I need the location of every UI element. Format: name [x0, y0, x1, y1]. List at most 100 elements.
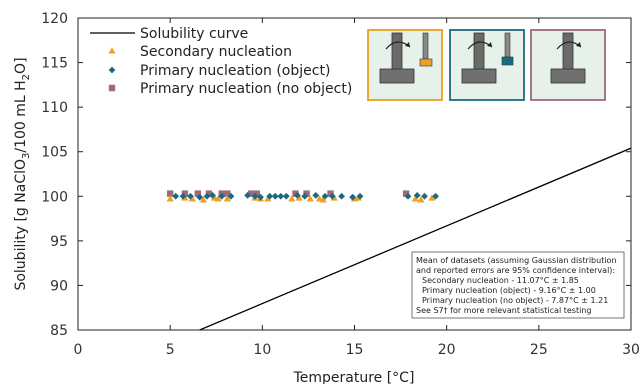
primary-no-object-point	[181, 190, 189, 197]
stirrer-base-icon	[461, 68, 497, 84]
x-tick-label: 10	[253, 342, 271, 358]
y-tick-label: 110	[41, 100, 68, 116]
primary-object-point	[282, 192, 290, 200]
rotation-arrowhead-icon	[487, 42, 492, 47]
primary-object-point	[338, 192, 345, 200]
x-tick-label: 30	[622, 342, 640, 358]
statistics-note: Mean of datasets (assuming Gaussian dist…	[411, 251, 625, 319]
solubility-curve-layer	[199, 147, 631, 330]
statistics-note-box	[411, 251, 625, 319]
legend-marker-primary-object	[108, 66, 116, 74]
axis-ticks: 0 5 10 15 20 25 30 85 90 95 100 105 110 115 120	[41, 11, 640, 358]
probe-icon	[422, 32, 429, 60]
primary-object-point	[257, 193, 264, 201]
legend-label-secondary-nucleation: Secondary nucleation	[140, 44, 292, 60]
y-axis-label-prefix: Solubility [g NaClO	[13, 159, 29, 291]
object-icon	[419, 58, 433, 67]
legend: Solubility curve Secondary nucleation Pr…	[90, 26, 352, 97]
y-tick-label: 85	[50, 323, 68, 339]
primary-object-point	[196, 193, 204, 201]
primary-object-point	[266, 192, 274, 200]
x-tick-label: 0	[74, 342, 83, 358]
secondary-nucleation-point	[319, 196, 327, 203]
primary-no-object-point	[224, 190, 231, 197]
primary-no-object-point	[166, 190, 174, 197]
y-axis-label-suffix: O]	[13, 57, 29, 73]
primary-object-point	[328, 192, 336, 200]
x-tick-label: 25	[530, 342, 548, 358]
primary-no-object-point	[194, 190, 202, 197]
primary-object-point	[404, 192, 412, 200]
primary-object-point	[432, 192, 440, 200]
legend-label-primary-object: Primary nucleation (object)	[140, 63, 330, 79]
legend-label-primary-no-object: Primary nucleation (no object)	[140, 81, 352, 97]
probe-icon	[504, 32, 511, 58]
primary-object-point	[356, 192, 364, 200]
legend-markers	[108, 47, 116, 92]
primary-object-point	[277, 192, 285, 200]
primary-no-object-point	[402, 190, 410, 197]
primary-object-point	[413, 191, 421, 199]
object-icon	[501, 56, 514, 66]
primary-object-point	[179, 192, 187, 200]
primary-no-object-point	[292, 190, 299, 197]
primary-object-point	[349, 193, 357, 201]
primary-no-object-point	[253, 190, 261, 197]
y-tick-label: 115	[41, 56, 68, 72]
x-axis-label: Temperature [°C]	[293, 370, 415, 384]
note-line-2: and reported errors are 95% confidence i…	[416, 266, 615, 275]
note-line-6: See S7† for more relevant statistical te…	[416, 306, 591, 315]
legend-marker-primary-no-object	[108, 84, 116, 92]
primary-object-point	[209, 191, 216, 199]
primary-object-point	[421, 192, 428, 200]
primary-object-point	[251, 192, 259, 200]
secondary-nucleation-point	[288, 195, 296, 202]
primary-object-point	[187, 192, 194, 200]
plot-frame	[77, 17, 632, 331]
inset-setup-primary-object	[449, 29, 525, 101]
note-line-5: Primary nucleation (no object) - 7.87°C …	[422, 296, 608, 305]
y-tick-label: 105	[41, 145, 68, 161]
primary-no-object-point	[248, 190, 255, 197]
primary-object-point	[271, 192, 279, 200]
legend-label-solubility-curve: Solubility curve	[140, 26, 248, 42]
primary-object-point	[312, 191, 320, 199]
primary-object-point	[172, 192, 180, 200]
note-line-3: Secondary nucleation - 11.07°C ± 1.85	[422, 276, 579, 285]
inset-setup-primary-no-object	[530, 29, 606, 101]
x-tick-label: 5	[166, 342, 175, 358]
y-tick-label: 90	[50, 278, 68, 294]
primary-object-point	[244, 191, 251, 199]
secondary-nucleation-point	[306, 195, 314, 202]
y-tick-label: 120	[41, 11, 68, 27]
y-tick-label: 100	[41, 189, 68, 205]
rotation-arrowhead-icon	[576, 42, 581, 47]
note-line-1: Mean of datasets (assuming Gaussian dist…	[416, 256, 617, 265]
stirrer-base-icon	[379, 68, 415, 84]
secondary-nucleation-point	[199, 196, 207, 203]
stirrer-base-icon	[550, 68, 586, 84]
y-axis-label-sub1: 3	[21, 153, 32, 159]
x-tick-label: 20	[438, 342, 456, 358]
y-axis-label-mid: /100 mL H	[13, 80, 29, 152]
primary-object-point	[218, 192, 226, 200]
secondary-nucleation-point	[411, 195, 419, 202]
x-tick-label: 15	[346, 342, 364, 358]
secondary-nucleation-point	[264, 195, 272, 202]
legend-marker-secondary-nucleation	[108, 47, 116, 54]
primary-object-point	[321, 192, 329, 200]
y-axis-label: Solubility [g NaClO3/100 mL H2O]	[13, 57, 32, 290]
primary-object-point	[227, 192, 235, 200]
secondary-nucleation-point	[428, 194, 436, 201]
primary-no-object-point	[327, 190, 334, 197]
secondary-nucleation-point	[223, 195, 231, 202]
secondary-nucleation-point	[188, 195, 196, 202]
rotation-arrowhead-icon	[405, 42, 410, 47]
secondary-nucleation-point	[214, 195, 222, 202]
y-tick-label: 95	[50, 234, 68, 250]
primary-object-point	[293, 191, 301, 199]
primary-no-object-point	[205, 190, 213, 197]
note-line-4: Primary nucleation (object) - 9.16°C ± 1…	[422, 286, 596, 295]
primary-object-point	[203, 192, 211, 200]
